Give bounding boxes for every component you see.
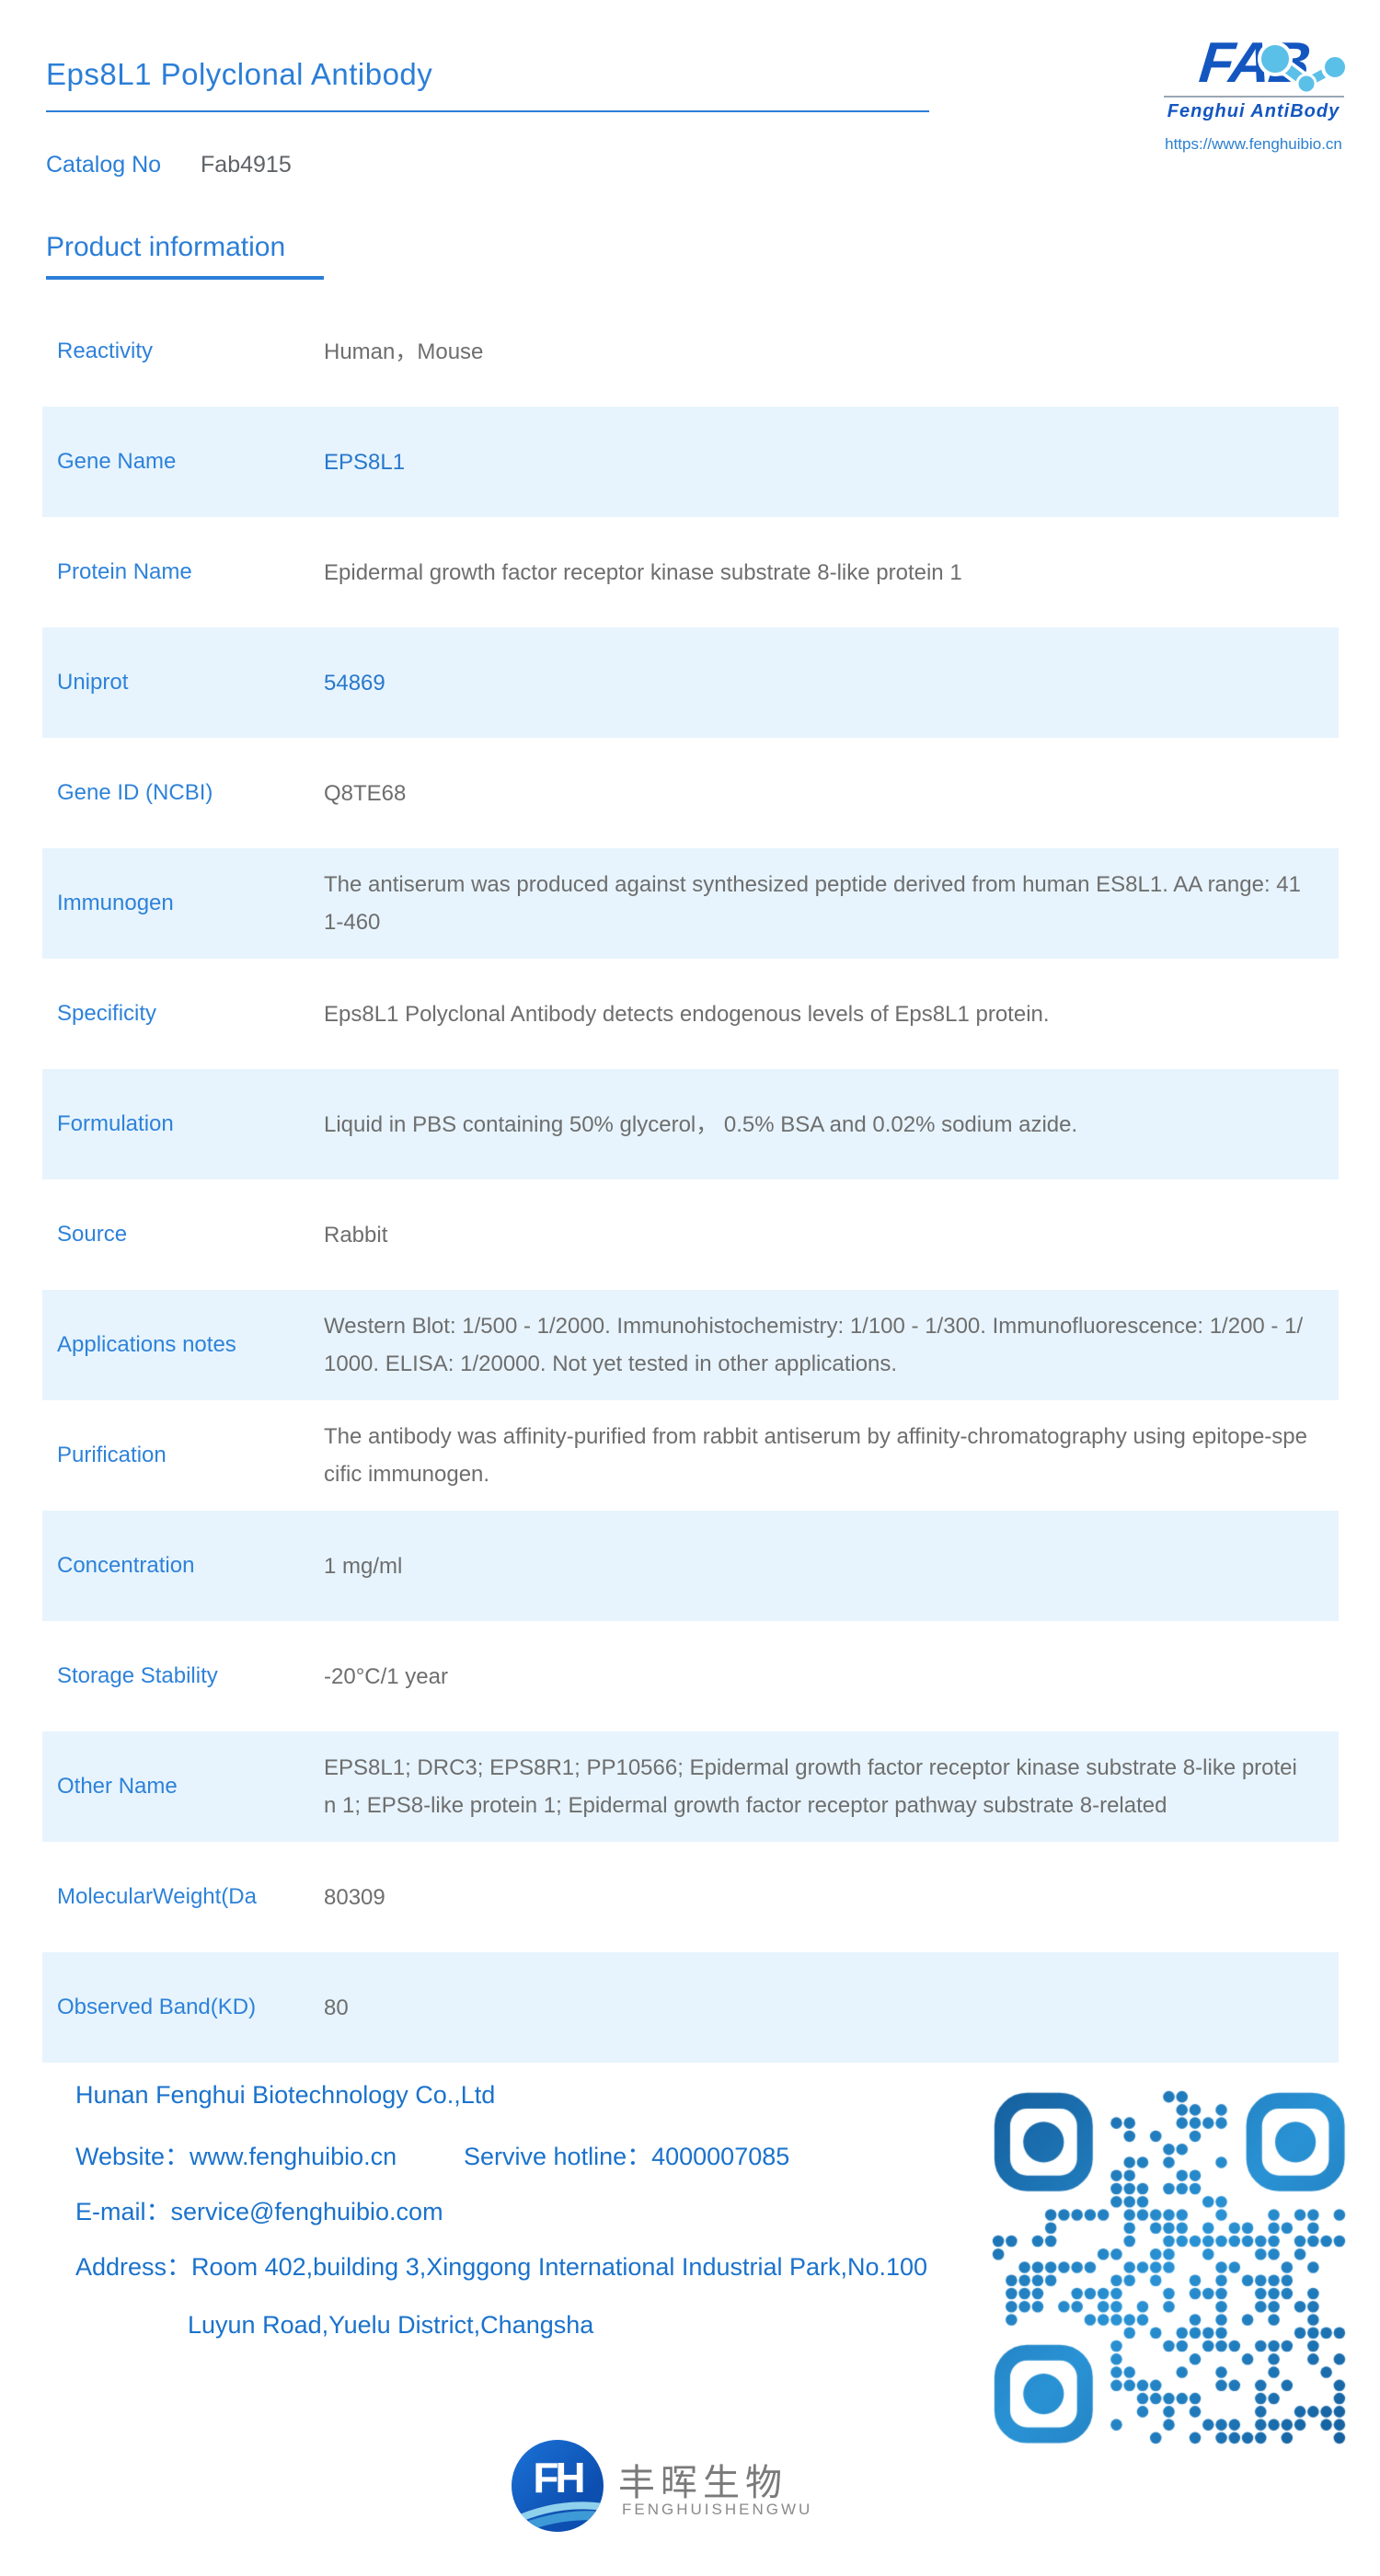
table-row-storage-stability: Storage Stability -20°C/1 year (42, 1621, 1339, 1731)
product-info-table: Reactivity Human，Mouse Gene Name EPS8L1 … (42, 296, 1339, 2063)
table-row-gene-name: Gene Name EPS8L1 (42, 407, 1339, 517)
row-label: Uniprot (57, 670, 129, 695)
table-row-concentration: Concentration 1 mg/ml (42, 1511, 1339, 1621)
row-value: Q8TE68 (324, 780, 407, 806)
table-row-specificity: Specificity Eps8L1 Polyclonal Antibody d… (42, 959, 1339, 1069)
table-row-immunogen: Immunogen The antiserum was produced aga… (42, 848, 1339, 959)
table-row-protein-name: Protein Name Epidermal growth factor rec… (42, 517, 1339, 627)
title-divider (46, 110, 929, 112)
row-label: Specificity (57, 1001, 157, 1026)
row-label: Immunogen (57, 891, 174, 915)
service-hotline: Servive hotline：4000007085 (464, 2143, 790, 2170)
row-label: Applications notes (57, 1332, 236, 1357)
brandmark-chinese-name: 丰晖生物 (618, 2463, 788, 2503)
logo-divider (1163, 96, 1344, 98)
gene-name-link[interactable]: EPS8L1 (324, 449, 406, 475)
address-line-1: Address：Room 402,building 3,Xinggong Int… (75, 2253, 928, 2281)
row-value: EPS8L1; DRC3; EPS8R1; PP10566; Epidermal… (324, 1755, 1297, 1818)
qr-code (992, 2090, 1346, 2444)
row-label: Observed Band(KD) (57, 1995, 257, 2019)
bottom-brandmark: FH 丰晖生物 FENGHUISHENGWU (512, 2440, 880, 2550)
catalog-label: Catalog No (46, 152, 162, 178)
table-row-applications-notes: Applications notes Western Blot: 1/500 -… (42, 1290, 1339, 1400)
row-label: Protein Name (57, 559, 192, 584)
uniprot-link[interactable]: 54869 (324, 670, 385, 696)
table-row-molecular-weight: MolecularWeight(Da 80309 (42, 1842, 1339, 1952)
section-title: Product information (46, 232, 286, 262)
website-link[interactable]: Website：www.fenghuibio.cn (75, 2143, 397, 2170)
row-label: Other Name (57, 1774, 178, 1799)
brandmark-glyph: FH (533, 2454, 585, 2501)
brandmark-circle-icon: FH (512, 2440, 604, 2532)
catalog-line: Catalog No Fab4915 (46, 152, 292, 178)
company-logo: FAB Fenghui AntiBody https://www.fenghui… (1155, 31, 1352, 154)
row-value: The antiserum was produced against synth… (324, 872, 1301, 935)
row-label: Gene Name (57, 449, 177, 474)
logo-website-link[interactable]: https://www.fenghuibio.cn (1165, 135, 1342, 153)
email-link[interactable]: E-mail：service@fenghuibio.com (75, 2198, 443, 2225)
brandmark-pinyin-name: FENGHUISHENGWU (622, 2501, 813, 2518)
table-row-uniprot: Uniprot 54869 (42, 627, 1339, 738)
row-label: Gene ID (NCBI) (57, 780, 213, 805)
row-value: Eps8L1 Polyclonal Antibody detects endog… (324, 1001, 1050, 1027)
row-label: Reactivity (57, 339, 154, 363)
row-value: Human，Mouse (324, 339, 484, 364)
row-value: The antibody was affinity-purified from … (324, 1424, 1307, 1487)
row-label: Purification (57, 1443, 167, 1467)
row-label: Source (57, 1222, 128, 1247)
row-value: 80 (324, 1995, 349, 2020)
row-value: Western Blot: 1/500 - 1/2000. Immunohist… (324, 1314, 1304, 1376)
row-value: Liquid in PBS containing 50% glycerol， 0… (324, 1111, 1078, 1137)
row-label: MolecularWeight(Da (57, 1884, 257, 1909)
swoosh-icon (512, 2501, 604, 2532)
table-row-source: Source Rabbit (42, 1179, 1339, 1290)
row-value: Epidermal growth factor receptor kinase … (324, 559, 962, 585)
row-label: Concentration (57, 1553, 195, 1578)
table-row-reactivity: Reactivity Human，Mouse (42, 296, 1339, 407)
company-name: Hunan Fenghui Biotechnology Co.,Ltd (75, 2081, 496, 2109)
row-value: 80309 (324, 1884, 385, 1910)
table-row-purification: Purification The antibody was affinity-p… (42, 1400, 1339, 1511)
logo-brand-text: Fenghui AntiBody (1167, 101, 1340, 121)
section-divider (46, 276, 324, 280)
table-row-formulation: Formulation Liquid in PBS containing 50%… (42, 1069, 1339, 1179)
table-row-gene-id: Gene ID (NCBI) Q8TE68 (42, 738, 1339, 848)
table-row-observed-band: Observed Band(KD) 80 (42, 1952, 1339, 2063)
catalog-number: Fab4915 (201, 152, 292, 178)
row-label: Formulation (57, 1111, 174, 1136)
table-row-other-name: Other Name EPS8L1; DRC3; EPS8R1; PP10566… (42, 1731, 1339, 1842)
molecule-icon (1258, 41, 1349, 95)
row-value: -20°C/1 year (324, 1663, 448, 1689)
row-label: Storage Stability (57, 1663, 218, 1688)
row-value: Rabbit (324, 1222, 388, 1248)
address-line-2: Luyun Road,Yuelu District,Changsha (188, 2311, 594, 2339)
page-title: Eps8L1 Polyclonal Antibody (46, 57, 433, 91)
row-value: 1 mg/ml (324, 1553, 403, 1579)
